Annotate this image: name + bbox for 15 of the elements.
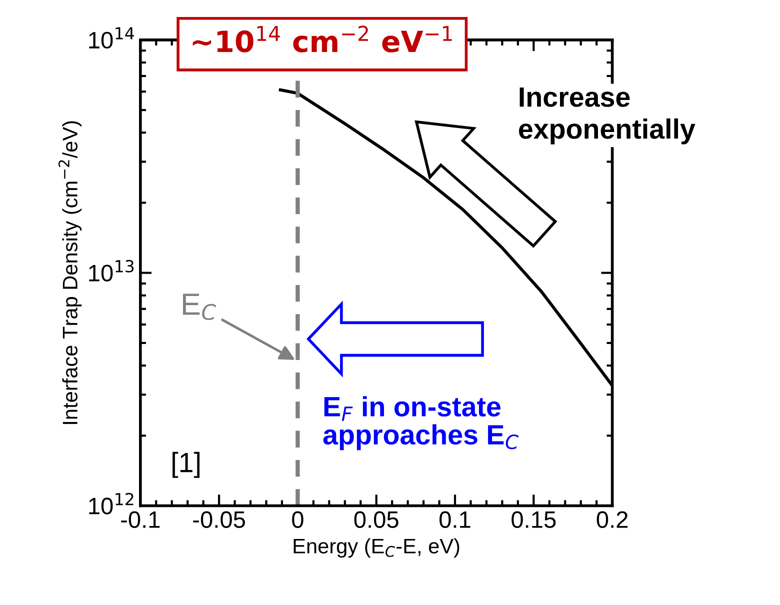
annotation: Increase exponentially <box>519 88 696 144</box>
x-axis-title: Energy (E$_{C}$-E, eV) <box>294 538 460 558</box>
x-tick-label: 0.1 <box>440 511 470 528</box>
y-axis-title: Interface Trap Density (cm$^{−2}$/eV) <box>58 121 82 424</box>
annotation: [1] <box>172 452 200 478</box>
x-tick-label: -0.05 <box>193 511 245 528</box>
x-tick-label: 0.2 <box>596 511 628 528</box>
ref-line-label: E$_{C}$ <box>183 294 216 320</box>
x-tick-label: 0 <box>292 511 304 528</box>
x-tick-label: 0.05 <box>354 511 398 528</box>
annotation: ∼10$^{14}$ cm$^{−2}$ eV$^{−1}$ <box>192 26 452 52</box>
annotation: E$_{F}$ in on-state approaches E$_{C}$ <box>323 396 518 450</box>
y-tick-label: 10$^{14}$ <box>89 27 134 49</box>
y-tick-label: 10$^{13}$ <box>89 260 134 282</box>
x-tick-label: 0.15 <box>512 511 556 528</box>
